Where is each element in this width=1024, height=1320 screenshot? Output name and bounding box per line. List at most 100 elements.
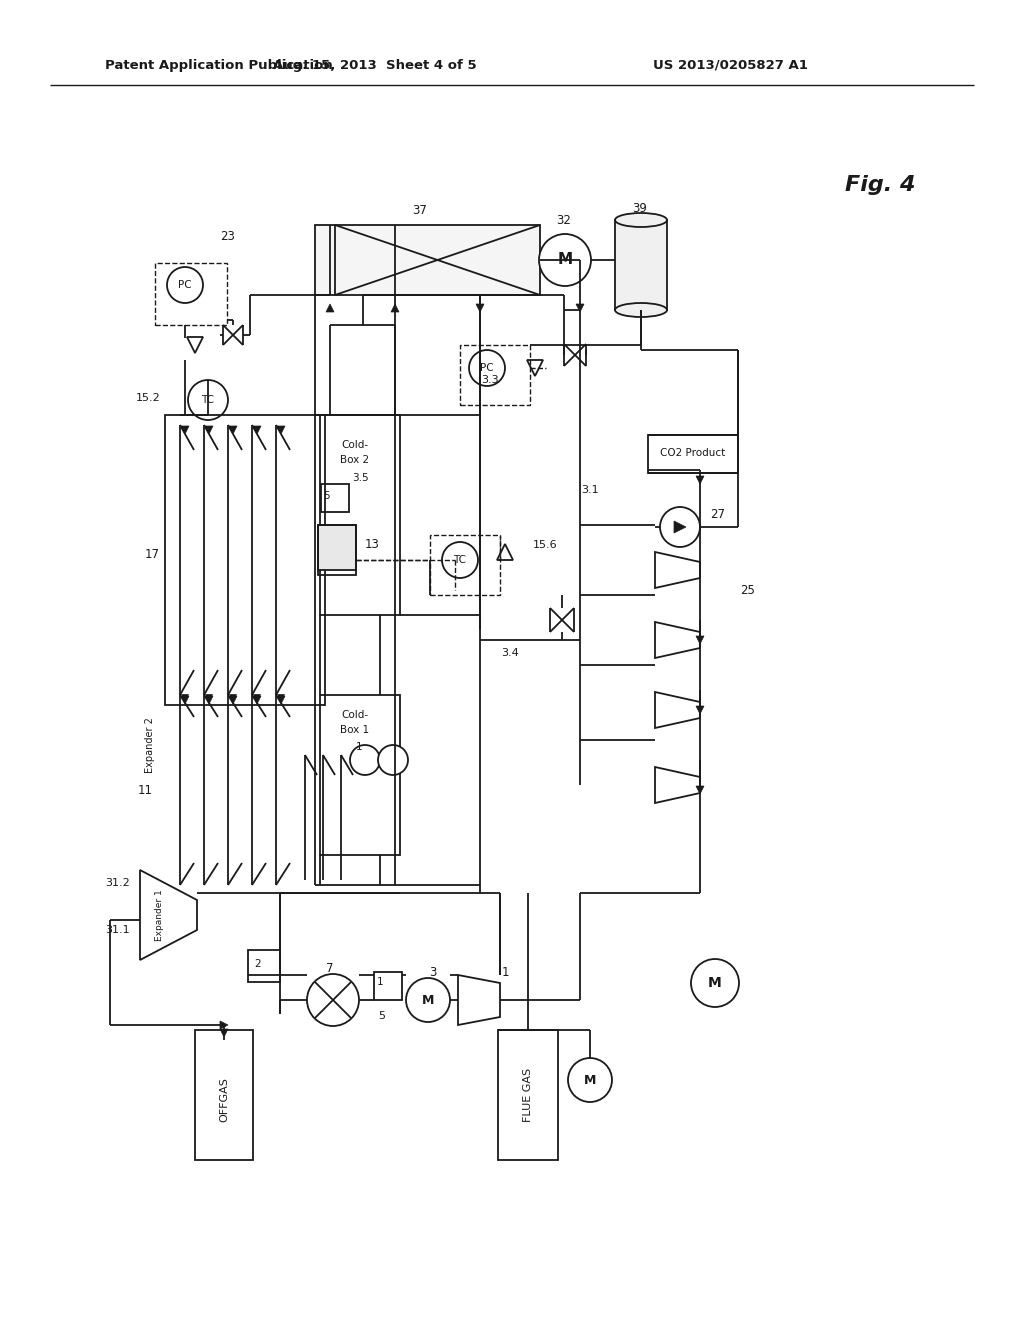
Bar (165, 414, 325, 705)
Polygon shape (674, 521, 686, 533)
Circle shape (167, 267, 203, 304)
Text: 11: 11 (137, 784, 153, 796)
Polygon shape (476, 304, 484, 312)
Text: Expander 1: Expander 1 (156, 890, 165, 941)
Polygon shape (181, 694, 188, 701)
Bar (155, 263, 227, 325)
Text: 1: 1 (502, 965, 509, 978)
Text: 3.1: 3.1 (582, 484, 599, 495)
Polygon shape (391, 304, 399, 312)
Bar (460, 345, 530, 405)
Text: TC: TC (454, 554, 467, 565)
Circle shape (568, 1059, 612, 1102)
Polygon shape (205, 426, 213, 434)
Text: 5: 5 (324, 491, 331, 502)
Polygon shape (229, 696, 237, 704)
Text: 32: 32 (557, 214, 571, 227)
Polygon shape (205, 696, 213, 704)
Text: 13: 13 (365, 539, 380, 552)
Bar (374, 972, 402, 1001)
Polygon shape (278, 694, 285, 701)
Text: Box 1: Box 1 (340, 725, 370, 735)
Circle shape (188, 380, 228, 420)
Text: Patent Application Publication: Patent Application Publication (105, 58, 333, 71)
Polygon shape (696, 706, 705, 714)
Polygon shape (278, 426, 285, 434)
Polygon shape (229, 694, 237, 701)
Text: US 2013/0205827 A1: US 2013/0205827 A1 (652, 58, 808, 71)
Bar (318, 525, 356, 576)
Circle shape (469, 350, 505, 385)
Polygon shape (181, 426, 189, 434)
Polygon shape (326, 304, 334, 312)
Bar (615, 220, 667, 310)
Text: M: M (709, 975, 722, 990)
Bar (498, 1030, 558, 1160)
Text: 25: 25 (740, 583, 756, 597)
Bar (321, 484, 349, 512)
Polygon shape (220, 1020, 228, 1030)
Polygon shape (254, 694, 260, 701)
Text: 31.2: 31.2 (105, 878, 130, 888)
Polygon shape (253, 426, 261, 434)
Bar (195, 1030, 253, 1160)
Text: 31.1: 31.1 (105, 925, 130, 935)
Text: M: M (584, 1073, 596, 1086)
Bar (315, 224, 540, 294)
Text: 7: 7 (327, 961, 334, 974)
Text: 15.6: 15.6 (532, 540, 557, 550)
Text: Fig. 4: Fig. 4 (845, 176, 915, 195)
Text: 3.5: 3.5 (351, 473, 369, 483)
Circle shape (442, 543, 478, 578)
Text: FLUE GAS: FLUE GAS (523, 1068, 534, 1122)
Text: 2: 2 (255, 960, 261, 969)
Bar (319, 414, 400, 615)
Circle shape (406, 978, 450, 1022)
Circle shape (660, 507, 700, 546)
Ellipse shape (615, 304, 667, 317)
Text: 15.2: 15.2 (135, 393, 161, 403)
Bar (319, 696, 400, 855)
Text: 5: 5 (379, 1011, 385, 1020)
Polygon shape (220, 1030, 228, 1038)
Text: 3: 3 (429, 965, 436, 978)
Polygon shape (206, 694, 213, 701)
Circle shape (378, 744, 408, 775)
Text: Cold-: Cold- (341, 440, 369, 450)
Text: PC: PC (480, 363, 494, 374)
Bar (248, 950, 280, 982)
Text: 37: 37 (413, 203, 427, 216)
Polygon shape (696, 785, 705, 795)
Text: PC: PC (178, 280, 191, 290)
Bar (318, 525, 356, 570)
Text: Cold-: Cold- (341, 710, 369, 719)
Text: 3.3: 3.3 (481, 375, 499, 385)
Text: CO2 Product: CO2 Product (660, 447, 726, 458)
Text: 3.4: 3.4 (501, 648, 519, 657)
Polygon shape (229, 426, 237, 434)
Polygon shape (575, 304, 584, 312)
Polygon shape (278, 696, 285, 704)
Polygon shape (696, 477, 705, 484)
Text: Expander 2: Expander 2 (145, 717, 155, 774)
Text: TC: TC (202, 395, 214, 405)
Text: 23: 23 (220, 231, 236, 243)
Circle shape (350, 744, 380, 775)
Text: M: M (422, 994, 434, 1006)
Polygon shape (696, 636, 705, 644)
Ellipse shape (615, 213, 667, 227)
Text: 27: 27 (711, 508, 725, 521)
Text: M: M (557, 252, 572, 268)
Text: Box 2: Box 2 (340, 455, 370, 465)
Text: 17: 17 (144, 549, 160, 561)
Circle shape (691, 960, 739, 1007)
Text: 39: 39 (633, 202, 647, 214)
Polygon shape (253, 696, 261, 704)
Text: OFFGAS: OFFGAS (219, 1077, 229, 1122)
Text: Aug. 15, 2013  Sheet 4 of 5: Aug. 15, 2013 Sheet 4 of 5 (273, 58, 477, 71)
Text: 1: 1 (355, 742, 362, 752)
Bar (430, 535, 500, 595)
Polygon shape (181, 696, 189, 704)
Bar (648, 436, 738, 473)
Circle shape (307, 974, 359, 1026)
